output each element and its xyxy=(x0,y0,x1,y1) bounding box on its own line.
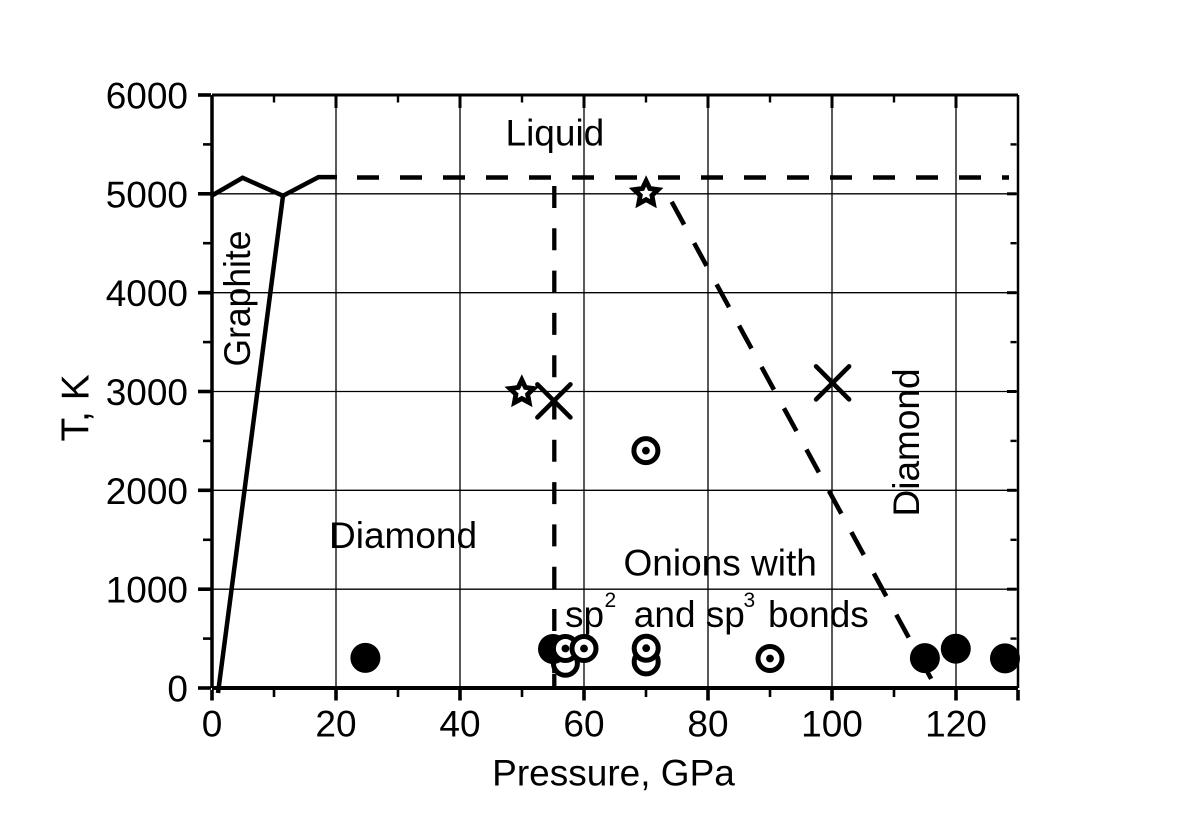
svg-text:2000: 2000 xyxy=(106,471,188,512)
svg-text:T, K: T, K xyxy=(55,374,98,441)
svg-text:bonds: bonds xyxy=(768,594,869,635)
svg-text:5000: 5000 xyxy=(106,174,188,215)
svg-text:Liquid: Liquid xyxy=(506,112,605,153)
svg-text:Graphite: Graphite xyxy=(217,231,258,367)
svg-text:3: 3 xyxy=(744,589,756,612)
svg-text:120: 120 xyxy=(925,704,987,745)
svg-text:Diamond: Diamond xyxy=(886,368,927,516)
svg-text:Onions with: Onions with xyxy=(624,543,817,584)
svg-text:6000: 6000 xyxy=(106,76,188,117)
svg-text:80: 80 xyxy=(687,704,728,745)
svg-text:0: 0 xyxy=(202,704,223,745)
svg-text:Pressure, GPa: Pressure, GPa xyxy=(492,753,735,794)
svg-text:and sp: and sp xyxy=(634,594,745,635)
svg-text:1000: 1000 xyxy=(106,570,188,611)
svg-text:4000: 4000 xyxy=(106,273,188,314)
svg-text:2: 2 xyxy=(605,589,617,612)
svg-text:3000: 3000 xyxy=(106,372,188,413)
svg-text:20: 20 xyxy=(315,704,356,745)
svg-text:100: 100 xyxy=(801,704,863,745)
svg-text:60: 60 xyxy=(563,704,604,745)
svg-text:Diamond: Diamond xyxy=(329,515,477,556)
svg-text:40: 40 xyxy=(439,704,480,745)
svg-text:0: 0 xyxy=(167,669,188,710)
svg-text:sp: sp xyxy=(565,594,604,635)
